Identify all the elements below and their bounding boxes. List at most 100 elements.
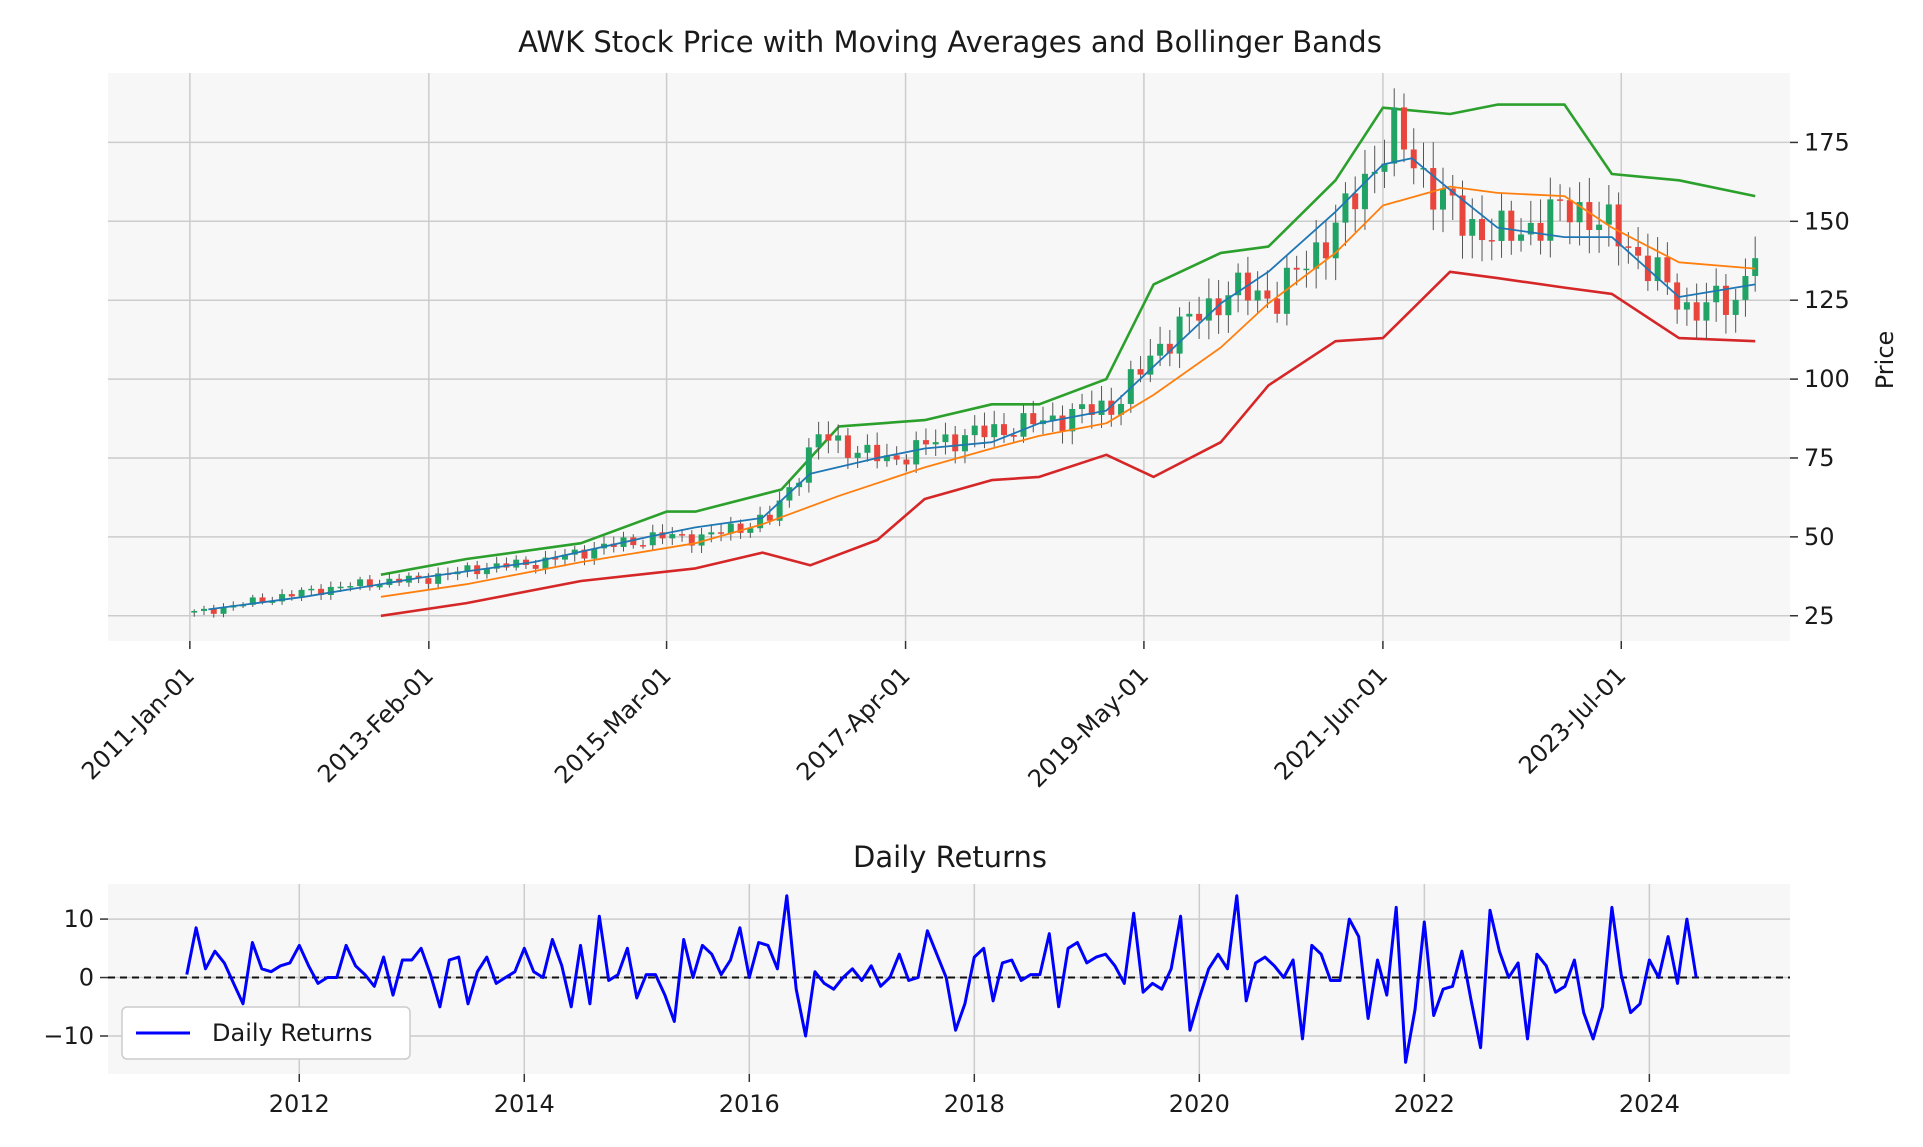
candlestick [952,425,959,464]
candle-body [1010,434,1017,437]
candle-body [1137,369,1144,375]
candle-body [1625,246,1632,248]
candle-body [1576,202,1583,223]
candle-body [718,532,725,534]
candle-body [259,597,266,603]
price-y-tick-label: 125 [1804,286,1850,314]
price-grid [108,73,1790,641]
candle-body [425,578,432,584]
candle-body [1722,285,1729,315]
candle-body [1020,413,1027,437]
candlestick [220,603,227,618]
candle-body [835,435,842,441]
candlestick [679,529,686,542]
candlestick [1352,176,1359,232]
price-y-tick-label: 75 [1804,444,1835,472]
candlestick [1342,182,1349,246]
candlestick [1079,393,1086,424]
candle-body [1196,313,1203,321]
candle-body [1157,343,1164,356]
returns-legend: Daily Returns [121,1006,411,1060]
candlestick [201,605,208,616]
price-chart-title: AWK Stock Price with Moving Averages and… [518,25,1382,59]
candlestick [1225,281,1232,333]
candlestick [1030,400,1037,433]
moving-averages [208,157,1756,611]
candle-body [1693,302,1700,321]
price-x-tick-label: 2015-Mar-01 [549,661,677,789]
candlestick [1332,204,1339,281]
candle-body [659,532,666,539]
candle-body [542,557,549,569]
returns-line-group [108,894,1790,1064]
price-y-tick-label: 150 [1804,207,1850,235]
candlestick [1313,219,1320,289]
candle-body [288,594,295,597]
candle-body [357,579,364,587]
candlestick [1732,288,1739,333]
candlestick [1615,192,1622,266]
candlestick [1586,177,1593,254]
candlestick [1683,287,1690,326]
candlestick [688,530,695,553]
candlestick [318,584,325,600]
candle-body [1596,224,1603,230]
candlestick [874,432,881,469]
candle-body [1166,343,1173,354]
candle-body [1088,404,1095,415]
candle-body [279,594,286,602]
candlestick [1166,329,1173,367]
returns-y-tick-label: 0 [79,964,94,992]
candlestick [1293,255,1300,286]
candlestick [776,491,783,527]
candle-body [991,424,998,438]
price-x-tick-label: 2019-May-01 [1023,661,1155,793]
returns-y-tick-label: −10 [43,1022,94,1050]
candlestick [640,539,647,549]
price-y-axis: 25 50 75 100 125 150 175 [1790,128,1850,630]
returns-chart-title: Daily Returns [853,840,1047,874]
candlestick [1479,195,1486,262]
candle-body [298,589,305,597]
candlestick [971,415,978,448]
candlestick [1527,200,1534,246]
candle-body [1537,222,1544,241]
candlestick [844,428,851,469]
price-chart: AWK Stock Price with Moving Averages and… [76,25,1899,793]
candle-body [191,610,198,613]
returns-y-axis: −10 0 10 [43,905,108,1050]
candlestick [366,575,373,591]
candlestick [542,550,549,575]
candlestick [298,587,305,602]
candle-body [981,425,988,438]
candle-body [1303,268,1310,271]
candle-body [1254,290,1261,301]
candlestick [435,567,442,590]
returns-x-axis: 2012 2014 2016 2018 2020 2022 2024 [269,1074,1680,1118]
candlestick [1010,428,1017,443]
candle-body [1615,204,1622,247]
candlestick [1186,301,1193,335]
candle-body [1479,219,1486,241]
returns-x-tick-label: 2024 [1619,1090,1680,1118]
candlestick [1693,283,1700,338]
candlestick [327,581,334,600]
candle-body [464,565,471,572]
candle-body [864,444,871,453]
returns-chart: Daily Returns −10 0 10 2012 2014 2016 2018 202… [43,840,1790,1118]
candlestick [1049,402,1056,432]
candlestick [932,429,939,457]
candle-body [844,435,851,458]
candlestick [1400,93,1407,163]
candle-body [1244,272,1251,301]
candle-body [210,608,217,614]
candle-body [1430,168,1437,210]
candle-body [952,434,959,452]
candle-body [249,597,256,605]
candle-body [1400,107,1407,150]
price-x-axis: 2011-Jan-01 2013-Feb-01 2015-Mar-01 2017-Ap… [76,641,1632,793]
candle-body [1293,267,1300,270]
candlestick [210,604,217,618]
moving-average-short-line [208,157,1756,611]
candle-body [1742,276,1749,300]
